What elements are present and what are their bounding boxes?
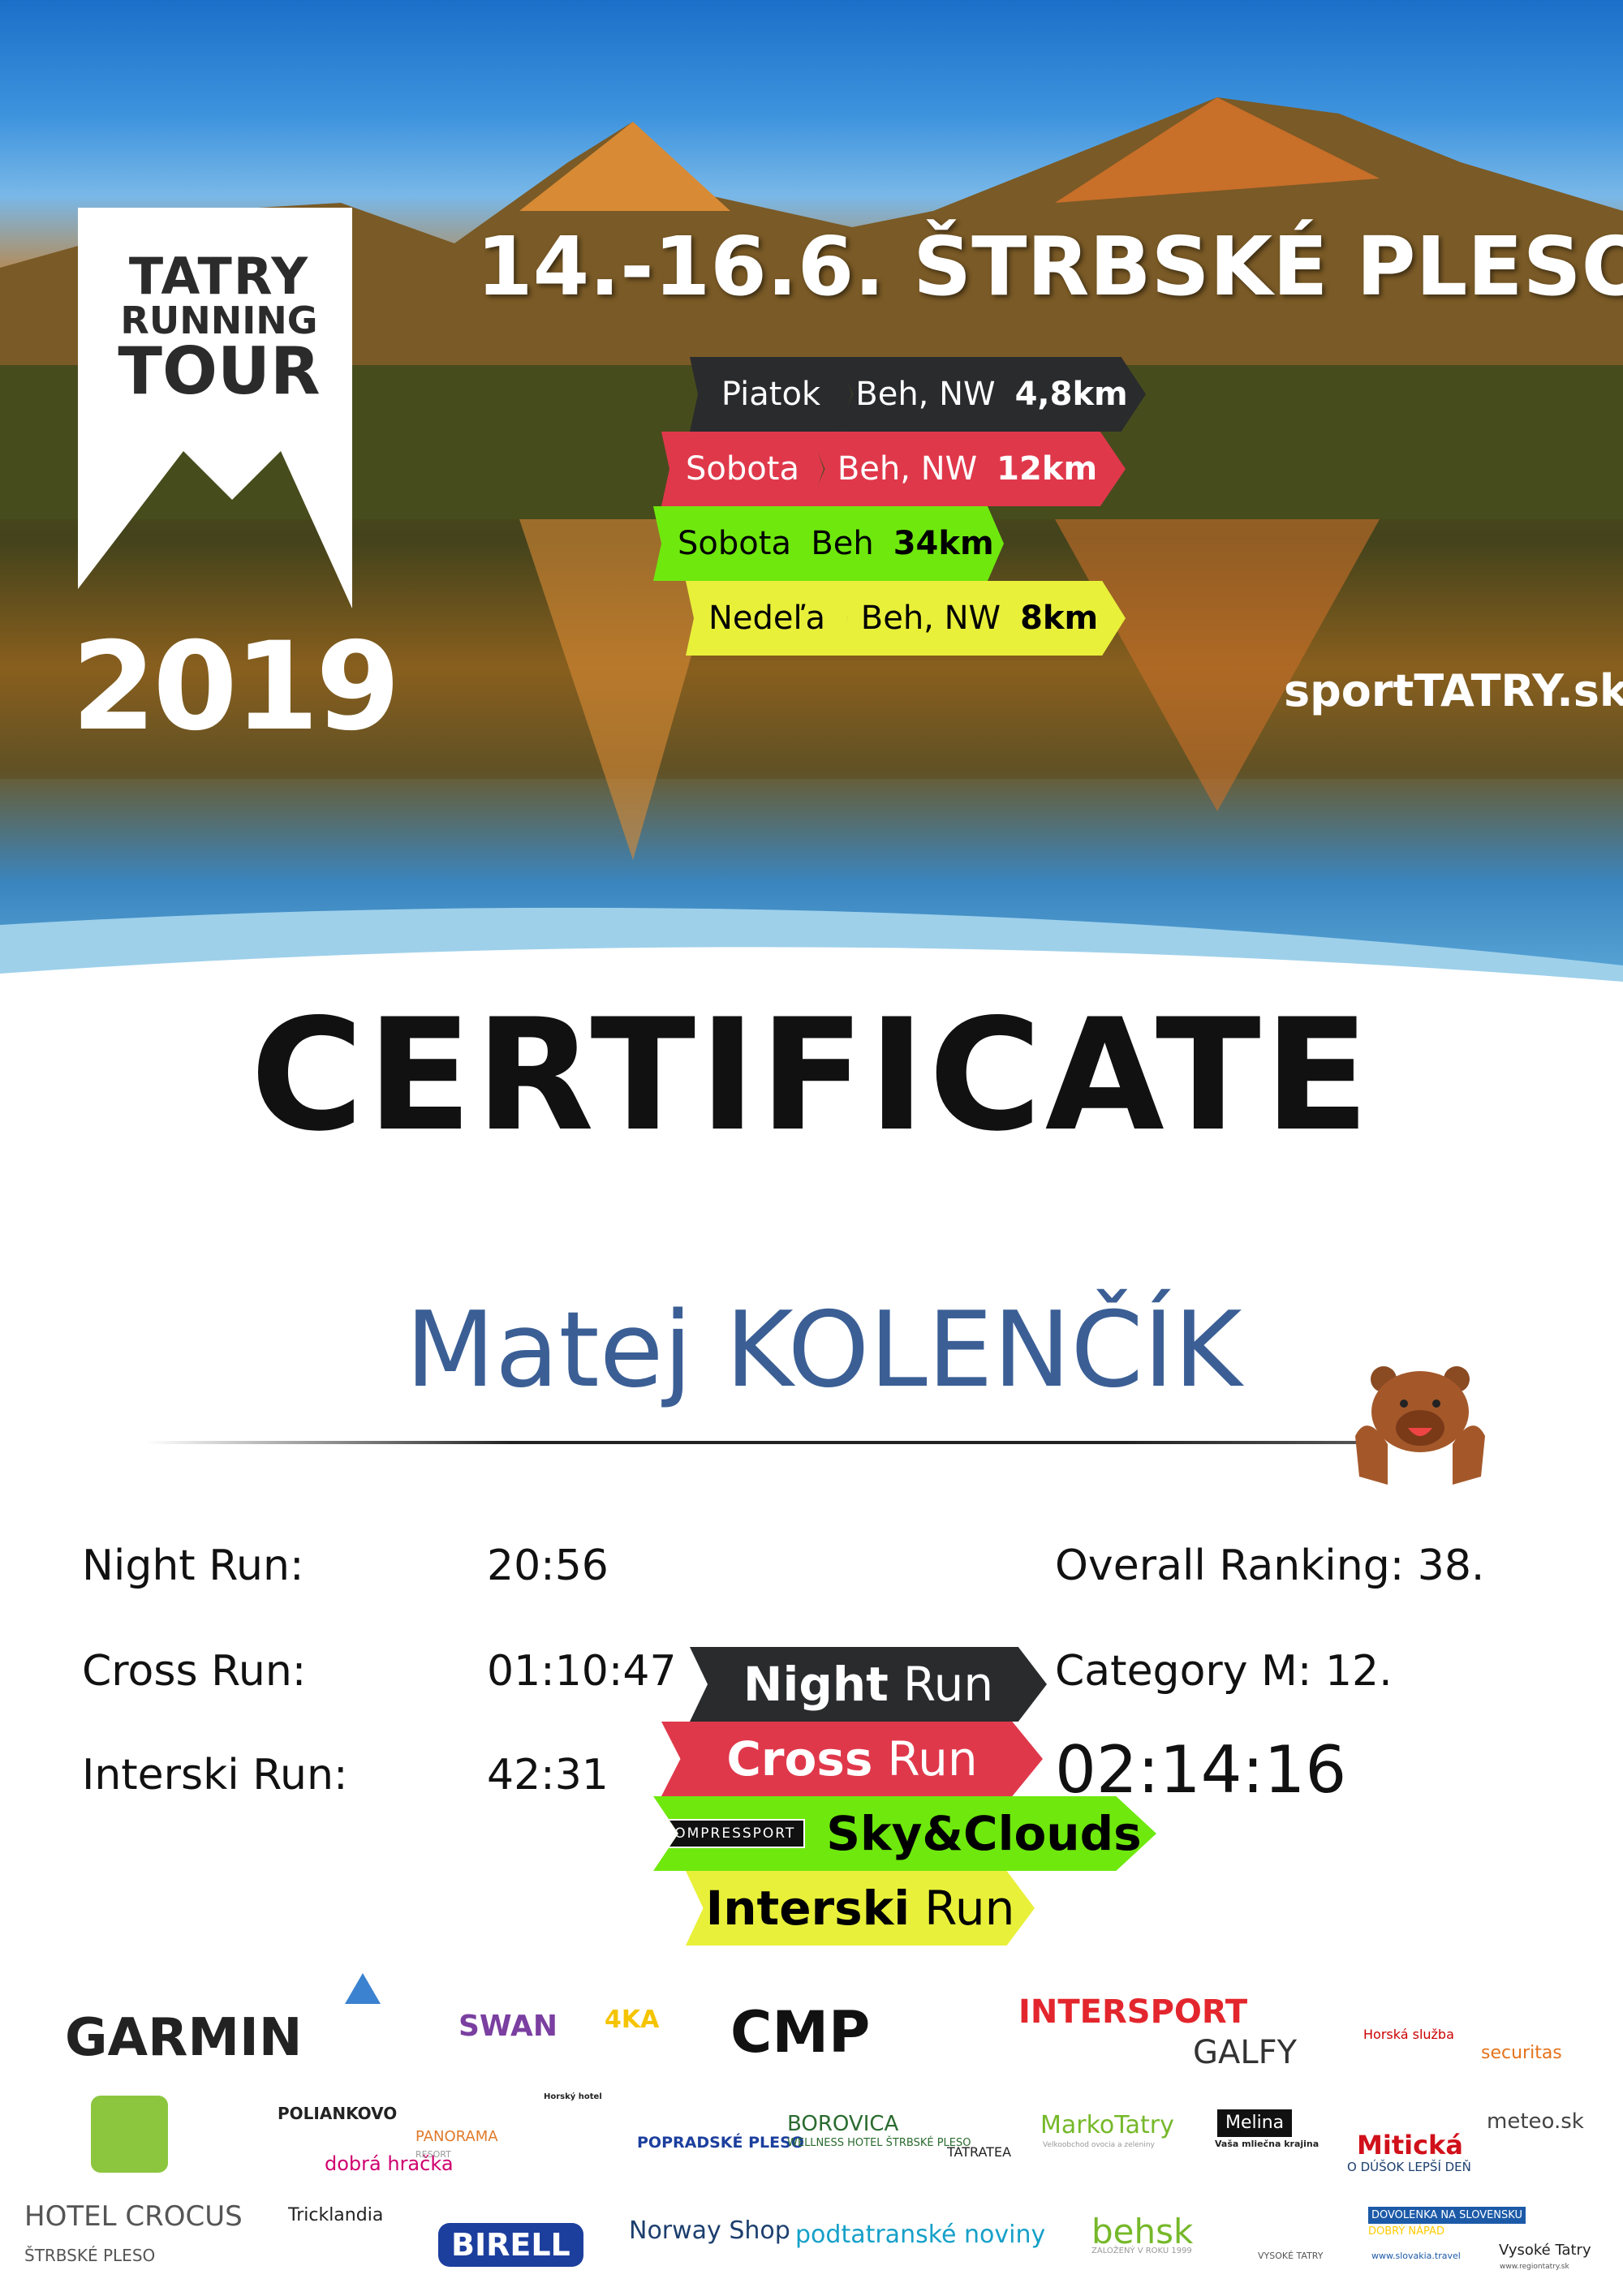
sponsor-logo-securitas: securitas bbox=[1481, 2043, 1562, 2063]
total-time: 02:14:16 bbox=[1055, 1732, 1347, 1808]
sponsor-logo-podtatransk-noviny: podtatranské noviny bbox=[795, 2221, 1046, 2249]
race-km: 12km bbox=[997, 450, 1098, 488]
sponsor-logo--trbsk-pleso: ŠTRBSKÉ PLESO bbox=[24, 2246, 156, 2265]
logo-line-3: TOUR bbox=[118, 333, 321, 409]
sponsor-logo-horsk-slu-ba: Horská služba bbox=[1363, 2027, 1454, 2042]
sponsor-logo-garmin: GARMIN bbox=[65, 2008, 303, 2068]
sponsor-logo-swan: SWAN bbox=[458, 2010, 558, 2043]
race-name-bold: Cross bbox=[726, 1731, 873, 1786]
race-name: Night Run bbox=[690, 1647, 1047, 1722]
sponsor-logo-www-slovakia-travel: www.slovakia.travel bbox=[1371, 2251, 1461, 2261]
sponsor-logo-zalo-en-v-roku-1999: ZALOŽENÝ V ROKU 1999 bbox=[1091, 2247, 1192, 2255]
garmin-triangle-icon bbox=[345, 1973, 381, 2004]
result-time-interski-run: 42:31 bbox=[487, 1751, 609, 1799]
sponsor-logo-popradsk-pleso: POPRADSKÉ PLESO bbox=[637, 2134, 804, 2152]
sponsor-logo-vysok-tatry: Vysoké Tatry bbox=[1499, 2242, 1591, 2259]
tatry-running-tour-logo bbox=[78, 208, 352, 608]
sponsor-logo-resort: RESORT bbox=[415, 2149, 451, 2160]
race-name: Cross Run bbox=[661, 1722, 1043, 1796]
race-name-bold: Sky&Clouds bbox=[826, 1806, 1142, 1861]
overall-ranking: Overall Ranking: 38. bbox=[1055, 1541, 1485, 1590]
event-year: 2019 bbox=[71, 617, 400, 758]
bear-icon bbox=[1355, 1366, 1485, 1485]
sponsor-logo-cmp: CMP bbox=[730, 1999, 871, 2066]
race-type: Beh, NW bbox=[855, 376, 996, 413]
sponsor-logo-wellness-hotel-trbsk-pleso: WELLNESS HOTEL ŠTRBSKÉ PLESO bbox=[787, 2137, 971, 2149]
race-name: COMPRESSPORT Sky&Clouds bbox=[653, 1796, 1156, 1871]
sponsor-logo-galfy: GALFY bbox=[1193, 2034, 1298, 2071]
race-name-bold: Interski bbox=[705, 1881, 911, 1936]
sponsor-logo-tatratea: TATRATEA bbox=[947, 2144, 1012, 2160]
race-day: Piatok bbox=[690, 357, 852, 432]
certificate-title: CERTIFICATE bbox=[250, 986, 1373, 1165]
sponsor-logo-panorama: PANORAMA bbox=[415, 2128, 498, 2145]
sponsor-logo-norway-shop: Norway Shop bbox=[629, 2216, 790, 2245]
compressport-logo: COMPRESSPORT bbox=[653, 1819, 806, 1848]
race-day: Sobota bbox=[661, 432, 824, 506]
sponsor-logo-o-d-ok-lep-de-: O DÚŠOK LEPŠÍ DEŇ bbox=[1347, 2160, 1471, 2174]
sponsor-logo-borovica: BOROVICA bbox=[787, 2112, 899, 2136]
logo-text: TATRY RUNNING TOUR bbox=[89, 252, 349, 404]
race-km: 8km bbox=[1020, 600, 1099, 637]
hero-banner bbox=[0, 0, 1623, 982]
website-link[interactable]: sportTATRY.sk bbox=[1284, 665, 1623, 716]
logo-line-2: RUNNING bbox=[120, 299, 318, 342]
race-name: Interski Run bbox=[686, 1871, 1035, 1946]
sponsor-logo-birell: BIRELL bbox=[438, 2223, 583, 2267]
race-name-bold: Night bbox=[743, 1657, 889, 1712]
race-ribbon: Sobota COMPRESSPORT Sky&Clouds Beh 34km bbox=[653, 506, 1156, 1871]
wave-divider bbox=[0, 907, 1623, 982]
category-ranking: Category M: 12. bbox=[1055, 1647, 1393, 1696]
sponsor-logo-poliankovo: POLIANKOVO bbox=[278, 2104, 398, 2123]
race-type: Beh bbox=[811, 525, 874, 562]
race-km: 4,8km bbox=[1014, 376, 1128, 413]
mountain-lake-image bbox=[0, 97, 1623, 860]
race-name-light: Run bbox=[924, 1881, 1015, 1936]
race-day: Nedeľa bbox=[686, 581, 848, 656]
race-ribbon: Piatok Night Run Beh, NW 4,8km bbox=[690, 357, 1146, 1722]
sponsor-logo-vysok-tatry: VYSOKÉ TATRY bbox=[1258, 2251, 1324, 2261]
race-type: Beh, NW bbox=[837, 450, 978, 488]
sponsor-logo-horsk-hotel: Horský hotel bbox=[544, 2092, 602, 2101]
sponsor-logo-4ka: 4KA bbox=[605, 2006, 660, 2034]
race-ribbon: Nedeľa Interski Run Beh, NW 8km bbox=[686, 581, 1126, 1946]
result-label-cross-run: Cross Run: bbox=[82, 1647, 307, 1696]
race-distance: Beh 34km bbox=[801, 506, 1004, 581]
sponsor-logo-www-regiontatry-sk: www.regiontatry.sk bbox=[1500, 2263, 1569, 2271]
sponsor-logo-va-a-mlie-na-krajina: Vaša mliečna krajina bbox=[1215, 2139, 1319, 2149]
date-location: 14.-16.6. ŠTRBSKÉ PLESO bbox=[476, 219, 1623, 314]
result-time-night-run: 20:56 bbox=[487, 1541, 609, 1590]
race-type: Beh, NW bbox=[860, 600, 1001, 637]
sponsor-logo-hotel-crocus: HOTEL CROCUS bbox=[24, 2200, 243, 2233]
sponsor-logo-dovolenka-na-slovensku: DOVOLENKA NA SLOVENSKU bbox=[1368, 2207, 1526, 2224]
logo-line-1: TATRY bbox=[128, 247, 310, 306]
sponsor-logo-mitick-: Mitická bbox=[1357, 2130, 1463, 2161]
sponsor-logo-melina: Melina bbox=[1217, 2109, 1293, 2137]
race-km: 34km bbox=[893, 525, 994, 562]
race-name-light: Run bbox=[887, 1731, 978, 1786]
sponsor-logo-velkoobchod-ovocia-a-zeleniny: Velkoobchod ovocia a zeleniny bbox=[1043, 2141, 1155, 2149]
race-distance: Beh, NW 12km bbox=[809, 432, 1126, 506]
result-label-interski-run: Interski Run: bbox=[82, 1751, 348, 1799]
name-underline bbox=[146, 1441, 1363, 1444]
sponsor-logo-intersport: INTERSPORT bbox=[1018, 1993, 1248, 2031]
race-name-light: Run bbox=[902, 1657, 994, 1712]
race-ribbon: Sobota Cross Run Beh, NW 12km bbox=[661, 432, 1126, 1796]
hotel-crocus-icon bbox=[91, 2096, 168, 2173]
race-distance: Beh, NW 8km bbox=[833, 581, 1126, 656]
sponsor-logo-dobr-hra-ka: dobrá hračka bbox=[325, 2152, 454, 2175]
sponsor-logo-behsk: behsk bbox=[1091, 2212, 1194, 2251]
race-distance: Beh, NW 4,8km bbox=[837, 357, 1146, 432]
race-day: Sobota bbox=[653, 506, 816, 581]
result-label-night-run: Night Run: bbox=[82, 1541, 304, 1590]
sponsor-logo-meteo-sk: meteo.sk bbox=[1487, 2109, 1584, 2134]
result-time-cross-run: 01:10:47 bbox=[487, 1647, 677, 1696]
participant-name: Matej KOLENČÍK bbox=[405, 1290, 1242, 1411]
sponsor-logo-tricklandia: Tricklandia bbox=[288, 2205, 384, 2225]
sponsor-logo-dobr-n-pad: DOBRÝ NÁPAD bbox=[1368, 2225, 1444, 2238]
sponsor-logo-markotatry: MarkoTatry bbox=[1040, 2111, 1174, 2139]
